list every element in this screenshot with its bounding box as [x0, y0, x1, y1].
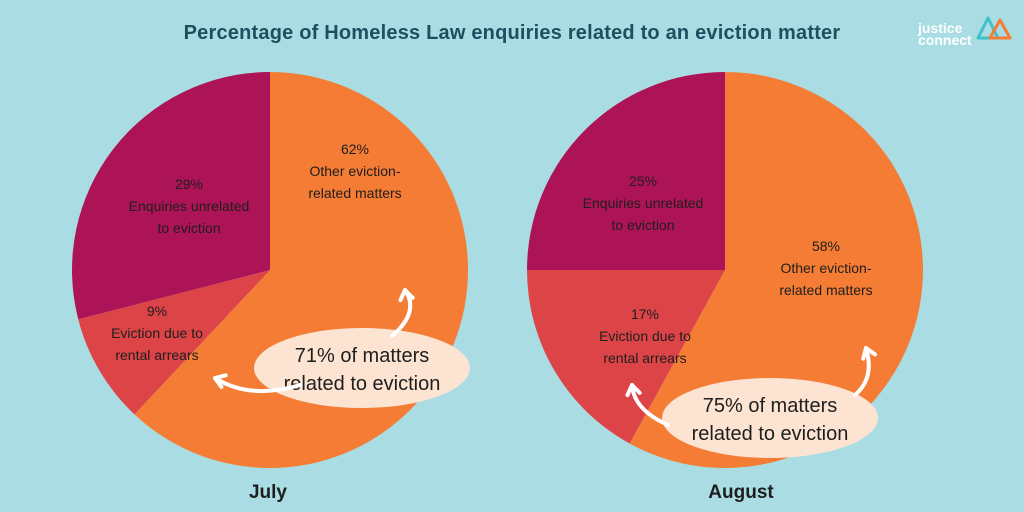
slice-label: 58% Other eviction-related matters [779, 238, 872, 298]
slice-label-line: to eviction [611, 217, 674, 233]
arrow-line [853, 346, 871, 397]
slice-percent: 17% [631, 306, 659, 322]
arrow-line [630, 383, 670, 427]
slice-label-line: Enquiries unrelated [129, 198, 250, 214]
slice-label-line: related matters [308, 185, 401, 201]
pie-slice [78, 270, 270, 415]
slice-label-line: Eviction due to [599, 328, 691, 344]
slice-label-line: Other eviction- [309, 163, 400, 179]
pie-month-label: August [708, 482, 774, 503]
slice-percent: 9% [147, 303, 167, 319]
slice-percent: 29% [175, 176, 203, 192]
callout-text-line: 75% of matters [703, 395, 838, 417]
slice-label: 29% Enquiries unrelated to eviction [129, 176, 250, 236]
slice-label: 25% Enquiries unrelated to eviction [583, 173, 704, 233]
logo-text-line1: justice [918, 20, 963, 36]
pie-slice [629, 72, 923, 469]
callout-bubble [662, 378, 878, 458]
slice-label-line: Other eviction- [780, 260, 871, 276]
pie-1: 58% Other eviction-related matters 17% Evic… [527, 72, 923, 503]
slice-label-line: Enquiries unrelated [583, 195, 704, 211]
logo-text-line2: connect [918, 32, 972, 48]
slice-percent: 62% [341, 141, 369, 157]
pie-slice [527, 72, 725, 270]
pie-slice [71, 72, 270, 320]
arrow-line [213, 376, 302, 394]
slice-label: 62% Other eviction-related matters [308, 141, 401, 201]
slice-label-line: to eviction [157, 220, 220, 236]
arrow-head-icon [213, 373, 228, 389]
slice-percent: 58% [812, 238, 840, 254]
slice-label: 17% Eviction due to rental arrears [599, 306, 691, 366]
pie-month-label: July [249, 482, 287, 503]
arrow-head-icon [861, 346, 877, 361]
slice-label-line: related matters [779, 282, 872, 298]
justice-connect-logo: justice connect [918, 12, 1014, 56]
chart-title: Percentage of Homeless Law enquiries rel… [183, 22, 841, 44]
callout-text: 75% of matters related to eviction [692, 395, 849, 445]
logo-triangles-icon [976, 16, 1012, 40]
callout-bubble [254, 328, 470, 408]
slice-label-line: Eviction due to [111, 325, 203, 341]
pie-slice [527, 270, 725, 444]
callout-text: 71% of matters related to eviction [284, 345, 441, 395]
pie-0: 62% Other eviction-related matters 9% Evict… [71, 72, 470, 503]
slice-percent: 25% [629, 173, 657, 189]
slice-label-line: rental arrears [115, 347, 198, 363]
arrow-head-icon [625, 383, 642, 398]
slice-label: 9% Eviction due to rental arrears [111, 303, 203, 363]
callout-text-line: related to eviction [692, 423, 849, 445]
arrow-head-icon [398, 288, 415, 303]
slice-label-line: rental arrears [603, 350, 686, 366]
callout-text-line: 71% of matters [295, 345, 430, 367]
callout-text-line: related to eviction [284, 373, 441, 395]
